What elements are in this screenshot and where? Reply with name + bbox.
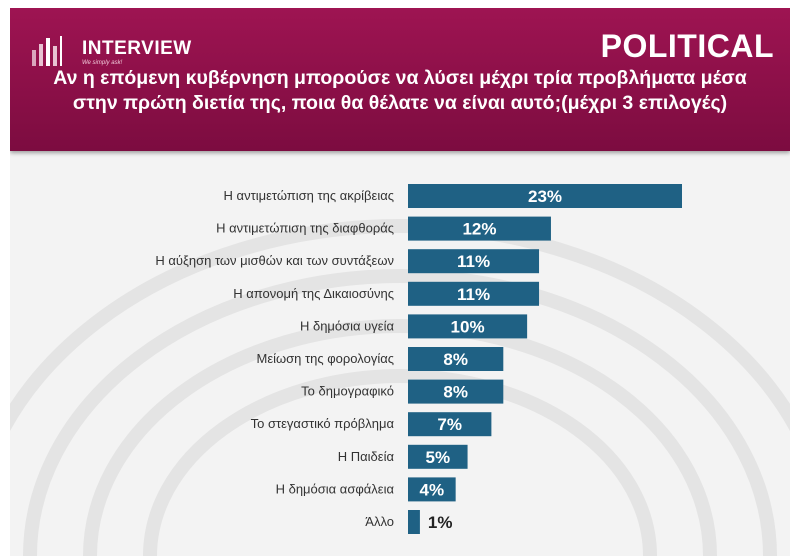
value-label: 8% (443, 350, 468, 369)
logo-tagline: We simply ask! (82, 60, 123, 66)
category-label: Η αύξηση των μισθών και των συντάξεων (155, 253, 394, 268)
category-label: Το δημογραφικό (301, 384, 394, 399)
bar-0 (408, 184, 682, 208)
value-label: 4% (420, 480, 445, 499)
value-label: 5% (425, 448, 450, 467)
brand-title: POLITICAL (600, 28, 774, 64)
question-title: Αν η επόμενη κυβέρνηση μπορούσε να λύσει… (53, 67, 747, 114)
bar-5 (408, 347, 504, 371)
interview-logo: INTERVIEW We simply ask! (32, 32, 222, 72)
category-label: Η Παιδεία (338, 449, 395, 464)
bar-10 (408, 510, 420, 534)
bar-6 (408, 379, 504, 404)
logo-bars-icon (32, 36, 62, 66)
header-banner: INTERVIEW We simply ask! POLITICAL Αν η … (10, 8, 790, 151)
category-label: Η αντιμετώπιση της διαφθοράς (216, 221, 394, 236)
category-label: Η δημόσια ασφάλεια (276, 481, 395, 496)
category-label: Η δημόσια υγεία (300, 318, 395, 333)
category-label: Μείωση της φορολογίας (256, 351, 394, 366)
value-label: 23% (528, 187, 562, 206)
bar-7 (408, 412, 492, 437)
value-label: 11% (457, 285, 490, 304)
bar-1 (408, 216, 551, 241)
bar-4 (408, 314, 528, 339)
category-label: Η αντιμετώπιση της ακρίβειας (224, 188, 394, 203)
bar-2 (408, 249, 540, 274)
category-label: Άλλο (365, 514, 394, 529)
bar-3 (408, 281, 540, 306)
bar-9 (408, 477, 456, 502)
logo-text: INTERVIEW (82, 38, 192, 59)
category-label: Το στεγαστικό πρόβλημα (251, 416, 395, 431)
bar-chart: Η αντιμετώπιση της ακρίβειας 23% Η αντιμετ… (155, 184, 682, 534)
value-label: 11% (457, 252, 490, 271)
parliament-background (10, 219, 790, 556)
value-label: 7% (437, 415, 462, 434)
value-label: 1% (428, 513, 453, 532)
bar-8 (408, 444, 468, 469)
value-label: 8% (443, 383, 468, 402)
chart-frame: INTERVIEW We simply ask! POLITICAL Αν η … (10, 8, 790, 556)
value-label: 10% (451, 317, 485, 336)
value-label: 12% (462, 220, 496, 239)
category-label: Η απονομή της Δικαιοσύνης (233, 286, 394, 301)
